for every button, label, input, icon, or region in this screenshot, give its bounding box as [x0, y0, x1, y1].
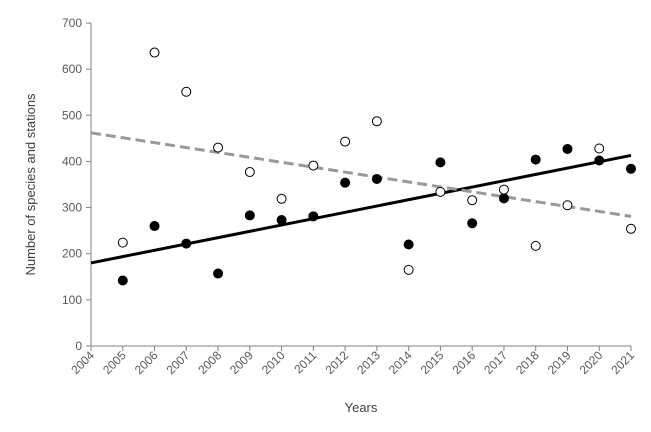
trendlines	[90, 131, 632, 265]
filled-data-point	[562, 143, 573, 154]
filled-data-point	[467, 218, 478, 229]
open-data-point	[530, 240, 541, 251]
x-axis-title: Years	[345, 400, 378, 415]
x-tick-label: 2015	[418, 348, 447, 377]
filled-data-point	[594, 155, 605, 166]
x-tick-label: 2020	[577, 348, 606, 377]
x-tick-label: 2014	[386, 348, 415, 377]
x-tick-label: 2017	[481, 348, 510, 377]
y-axis-title: Number of species and stations	[23, 93, 38, 276]
x-tick-label: 2005	[100, 348, 129, 377]
filled-data-point	[213, 268, 224, 279]
filled-data-point	[244, 210, 255, 221]
data-points	[117, 47, 636, 286]
x-tick-label: 2010	[259, 348, 288, 377]
x-tick-label: 2021	[608, 348, 637, 377]
y-tick-label: 300	[62, 201, 82, 215]
filled-data-point	[308, 211, 319, 222]
open-data-point	[149, 47, 160, 58]
y-tick-label: 600	[62, 62, 82, 76]
filled-data-point	[181, 238, 192, 249]
y-tick-label: 500	[62, 108, 82, 122]
y-tick-label: 400	[62, 154, 82, 168]
x-tick-label: 2016	[450, 348, 479, 377]
x-tick-label: 2007	[164, 348, 193, 377]
x-tick-label: 2009	[227, 348, 256, 377]
filled-data-point	[149, 221, 160, 232]
open-data-point	[562, 200, 573, 211]
x-tick-label: 2004	[68, 348, 97, 377]
open-data-point	[308, 160, 319, 171]
open-data-point	[181, 86, 192, 97]
filled-data-point	[530, 154, 541, 165]
open-data-point	[371, 116, 382, 127]
filled-data-point	[498, 193, 509, 204]
open-data-point	[626, 223, 636, 234]
filled-data-point	[340, 177, 351, 188]
trendline-dashed	[90, 131, 632, 218]
y-tick-label: 100	[62, 293, 82, 307]
x-tick-label: 2018	[513, 348, 542, 377]
trendline-solid	[90, 153, 632, 265]
x-tick-label: 2019	[545, 348, 574, 377]
x-axis: 2004 2005 2006 2007 2008 2009 2010 2011 2012 2013…	[68, 345, 637, 377]
x-tick-label: 2008	[195, 348, 224, 377]
x-tick-label: 2006	[132, 348, 161, 377]
filled-data-point	[371, 173, 382, 184]
x-tick-label: 2013	[354, 348, 383, 377]
open-data-point	[435, 186, 446, 197]
open-data-point	[244, 167, 255, 178]
filled-data-point	[117, 275, 128, 286]
filled-data-point	[403, 239, 414, 250]
open-data-point	[117, 237, 128, 248]
open-data-point	[403, 264, 414, 275]
filled-data-point	[626, 163, 636, 174]
x-tick-label: 2011	[291, 348, 319, 376]
open-data-point	[498, 184, 509, 195]
y-tick-label: 700	[62, 16, 82, 30]
y-tick-label: 0	[75, 339, 82, 353]
open-data-point	[340, 136, 351, 147]
filled-data-point	[276, 215, 287, 226]
y-axis: 0 100 200 300 400 500 600 700	[62, 16, 92, 353]
open-data-point	[467, 195, 478, 206]
filled-data-point	[435, 157, 446, 168]
y-tick-label: 200	[62, 247, 82, 261]
open-data-point	[213, 142, 224, 153]
open-data-point	[594, 143, 605, 154]
x-tick-label: 2012	[322, 348, 351, 377]
open-data-point	[276, 193, 287, 204]
